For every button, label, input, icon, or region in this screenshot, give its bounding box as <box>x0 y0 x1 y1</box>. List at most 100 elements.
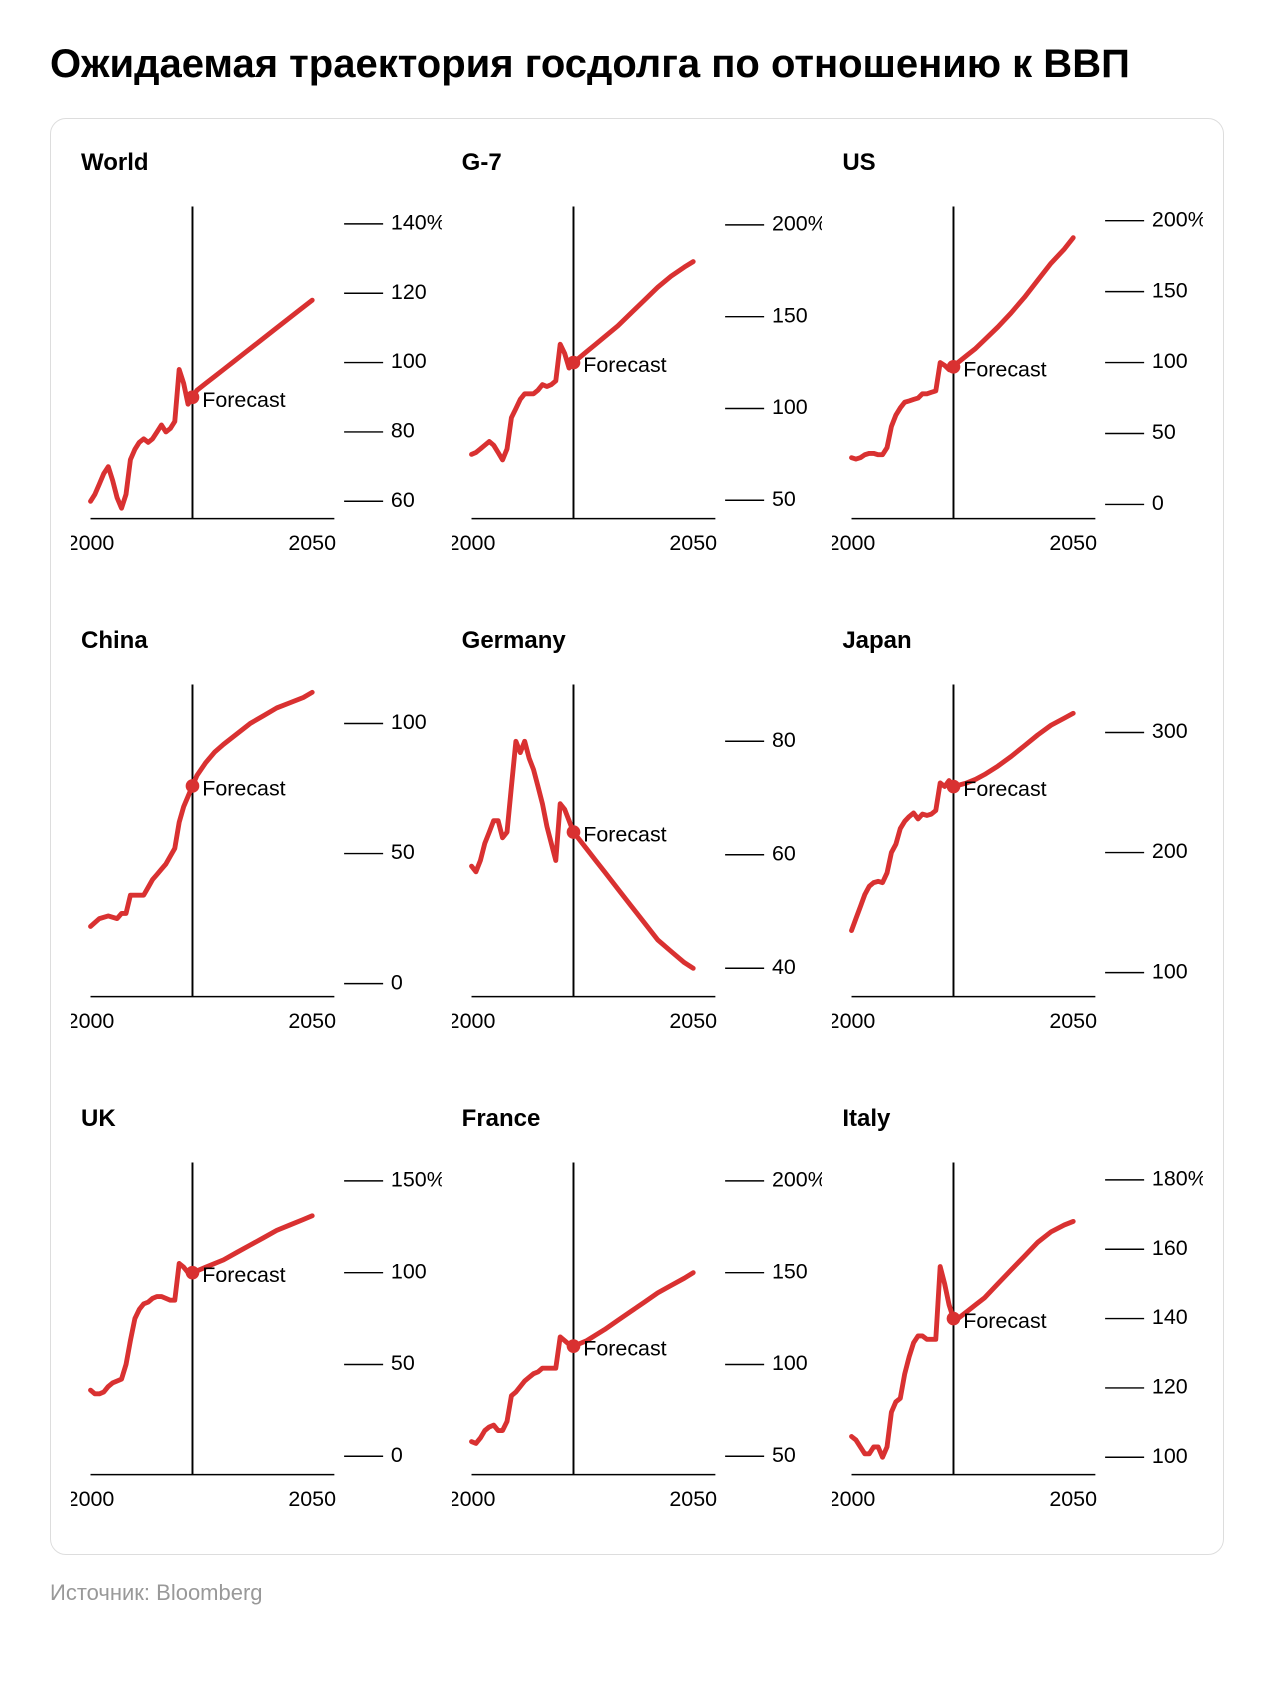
chart-svg: 50100150200% Forecast 20002050 <box>452 187 823 577</box>
y-tick-label: 150 <box>772 1260 808 1284</box>
series-line <box>471 741 693 968</box>
y-tick-label: 100 <box>391 710 427 734</box>
chart-cell: Japan 100200300 Forecast 20002050 <box>832 627 1203 1055</box>
chart-svg: 050100 Forecast 20002050 <box>71 665 442 1055</box>
x-tick-label: 2000 <box>452 1487 495 1511</box>
chart-cell: US 0 50 100 150 200% Forecast 2000 2050 <box>832 149 1203 577</box>
x-tick-label: 2050 <box>669 1009 717 1033</box>
chart-svg: 0 50 100 150% Forecast 2000 2050 <box>71 1143 442 1533</box>
x-tick-label: 2050 <box>1050 1487 1098 1511</box>
chart-title: China <box>71 627 442 655</box>
x-tick-label: 2000 <box>71 1009 114 1033</box>
y-tick-label: 140% <box>391 211 442 235</box>
y-tick-label: 100 <box>391 349 427 373</box>
y-tick-label: 50 <box>391 1351 415 1375</box>
chart-svg: 0 50 100 150 200% Forecast 2000 2050 <box>832 187 1203 577</box>
chart-svg: 100120140160180% Forecast 20002050 <box>832 1143 1203 1533</box>
y-tick-label: 80 <box>772 728 796 752</box>
forecast-marker <box>566 825 580 839</box>
y-tick-label: 0 <box>1152 491 1164 515</box>
y-tick-label: 200% <box>1152 207 1203 231</box>
x-tick-label: 2050 <box>1050 531 1098 555</box>
chart-svg: 40 60 80 Forecast 2000 2050 <box>452 665 823 1055</box>
series-line <box>852 238 1074 459</box>
chart-cell: Italy 100120140160180% Forecast 20002050 <box>832 1105 1203 1533</box>
y-tick-label: 120 <box>391 280 427 304</box>
forecast-marker <box>186 1266 200 1280</box>
forecast-label: Forecast <box>202 777 285 801</box>
x-tick-label: 2050 <box>288 531 336 555</box>
forecast-label: Forecast <box>583 823 666 847</box>
chart-cell: G-7 50100150200% Forecast 20002050 <box>452 149 823 577</box>
forecast-label: Forecast <box>202 388 285 412</box>
forecast-marker <box>186 779 200 793</box>
x-tick-label: 2050 <box>669 531 717 555</box>
forecast-marker <box>947 780 961 794</box>
y-tick-label: 100 <box>772 1351 808 1375</box>
forecast-label: Forecast <box>964 357 1047 381</box>
chart-cell: China 050100 Forecast 20002050 <box>71 627 442 1055</box>
y-tick-label: 60 <box>772 842 796 866</box>
y-tick-label: 300 <box>1152 719 1188 743</box>
forecast-label: Forecast <box>964 777 1047 801</box>
forecast-label: Forecast <box>202 1264 285 1288</box>
forecast-marker <box>186 390 200 404</box>
y-tick-label: 120 <box>1152 1375 1188 1399</box>
y-tick-label: 100 <box>772 395 808 419</box>
y-tick-label: 100 <box>1152 349 1188 373</box>
page-title: Ожидаемая траектория госдолга по отношен… <box>50 40 1224 88</box>
x-tick-label: 2000 <box>71 531 114 555</box>
forecast-label: Forecast <box>964 1309 1047 1333</box>
y-tick-label: 40 <box>772 955 796 979</box>
y-tick-label: 100 <box>391 1260 427 1284</box>
y-tick-label: 60 <box>391 488 415 512</box>
forecast-marker <box>947 1312 961 1326</box>
chart-cell: UK 050100150% Forecast 20002050 <box>71 1105 442 1533</box>
y-tick-label: 200% <box>772 1168 823 1192</box>
chart-title: US <box>832 149 1203 177</box>
forecast-marker <box>947 360 961 374</box>
chart-svg: 60 80 100 120 140% Forecast 2000 2050 <box>71 187 442 577</box>
chart-title: France <box>452 1105 823 1133</box>
x-tick-label: 2000 <box>452 1009 495 1033</box>
y-tick-label: 180% <box>1152 1167 1203 1191</box>
y-tick-label: 50 <box>772 487 796 511</box>
y-tick-label: 50 <box>772 1443 796 1467</box>
y-tick-label: 200% <box>772 212 823 236</box>
forecast-label: Forecast <box>583 1337 666 1361</box>
x-tick-label: 2000 <box>832 531 875 555</box>
x-tick-label: 2000 <box>832 1009 875 1033</box>
x-tick-label: 2050 <box>1050 1009 1098 1033</box>
y-tick-label: 160 <box>1152 1236 1188 1260</box>
chart-title: Germany <box>452 627 823 655</box>
series-line <box>91 692 313 926</box>
forecast-label: Forecast <box>583 353 666 377</box>
series-line <box>852 713 1074 930</box>
y-tick-label: 100 <box>1152 959 1188 983</box>
forecast-marker <box>566 1340 580 1354</box>
y-tick-label: 80 <box>391 419 415 443</box>
x-tick-label: 2050 <box>288 1009 336 1033</box>
x-tick-label: 2050 <box>288 1487 336 1511</box>
y-tick-label: 150 <box>1152 278 1188 302</box>
y-tick-label: 50 <box>1152 420 1176 444</box>
x-tick-label: 2000 <box>452 531 495 555</box>
chart-svg: 50 100 150 200% Forecast 2000 2050 <box>452 1143 823 1533</box>
series-line <box>852 1222 1074 1458</box>
chart-cell: World 60 80 100 120 140% Forecast 2000 2050 <box>71 149 442 577</box>
y-tick-label: 50 <box>391 840 415 864</box>
forecast-marker <box>566 356 580 370</box>
y-tick-label: 200 <box>1152 839 1188 863</box>
chart-cell: Germany 40 60 80 Forecast 2000 2050 <box>452 627 823 1055</box>
chart-cell: France 50 100 150 200% Forecast 2000 2050 <box>452 1105 823 1533</box>
x-tick-label: 2050 <box>669 1487 717 1511</box>
y-tick-label: 100 <box>1152 1444 1188 1468</box>
y-tick-label: 150% <box>391 1168 442 1192</box>
chart-svg: 100 200 300 Forecast 2000 2050 <box>832 665 1203 1055</box>
chart-title: World <box>71 149 442 177</box>
x-tick-label: 2000 <box>832 1487 875 1511</box>
y-tick-label: 0 <box>391 1443 403 1467</box>
x-tick-label: 2000 <box>71 1487 114 1511</box>
series-line <box>91 1216 313 1394</box>
charts-grid: World 6080100120140% Forecast 20002050 G… <box>50 118 1224 1555</box>
